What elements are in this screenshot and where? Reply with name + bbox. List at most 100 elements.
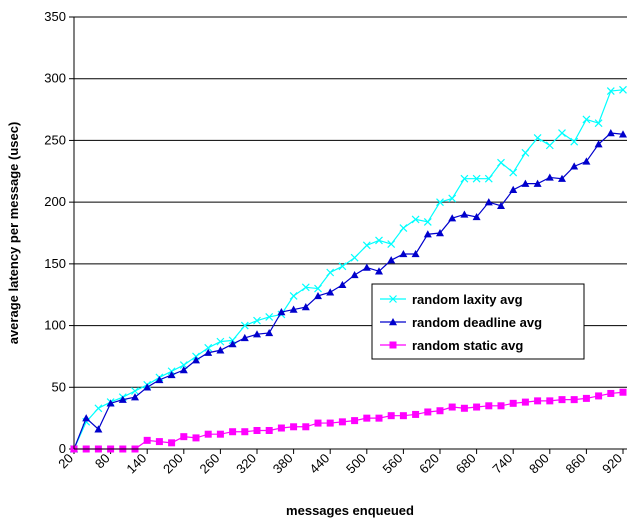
data-point [277, 424, 285, 432]
data-point [350, 270, 359, 279]
y-tick-label-350: 350 [44, 9, 66, 24]
data-point [619, 388, 627, 396]
y-tick-label-50: 50 [52, 379, 66, 394]
data-point [412, 410, 420, 418]
data-point [460, 210, 469, 218]
y-tick-label-100: 100 [44, 318, 66, 333]
data-point [314, 419, 322, 427]
data-point [570, 162, 579, 170]
data-point [326, 288, 335, 296]
data-point [521, 398, 529, 406]
data-point [460, 174, 469, 183]
data-point [216, 430, 224, 438]
data-point [229, 428, 237, 436]
legend-swatch-marker [389, 295, 397, 303]
data-point [240, 333, 249, 342]
data-point [240, 321, 249, 330]
data-point [131, 393, 139, 401]
data-point [180, 433, 188, 441]
data-point [155, 375, 164, 384]
x-tick-label-80: 80 [92, 451, 113, 472]
data-point [411, 249, 420, 258]
data-point [484, 198, 493, 206]
data-point [204, 343, 213, 352]
data-point [558, 129, 566, 137]
data-point [301, 303, 310, 311]
data-point [362, 263, 371, 271]
data-point [167, 370, 176, 379]
data-point [472, 174, 481, 183]
data-point [338, 280, 347, 289]
gridlines [74, 16, 627, 388]
data-point [582, 394, 590, 402]
data-point [509, 399, 517, 407]
data-point [497, 201, 505, 210]
data-point [497, 402, 505, 410]
data-point [179, 366, 188, 374]
x-tick-label-440: 440 [306, 451, 332, 477]
y-tick-label-200: 200 [44, 194, 66, 209]
data-point [411, 215, 420, 224]
x-tick-label-620: 620 [416, 451, 442, 477]
data-point [533, 179, 542, 187]
data-point [436, 229, 444, 237]
x-tick-label-200: 200 [160, 451, 186, 477]
data-point [448, 403, 456, 411]
data-point [509, 185, 518, 193]
data-point [216, 337, 225, 346]
data-point [375, 236, 383, 245]
data-point [472, 212, 481, 221]
data-point [448, 214, 457, 222]
series-random-static-avg [70, 388, 627, 453]
data-point [399, 412, 407, 420]
x-tick-label-500: 500 [343, 451, 369, 477]
series-line [74, 391, 624, 450]
x-tick-label-320: 320 [233, 451, 259, 477]
data-point [460, 404, 468, 412]
data-point [143, 383, 152, 391]
legend-label: random laxity avg [412, 292, 523, 307]
data-point [289, 305, 298, 313]
data-point [82, 414, 91, 422]
series-lines [70, 85, 627, 453]
data-point [497, 158, 505, 167]
series-random-deadline-avg [70, 129, 627, 453]
data-point [375, 414, 383, 422]
data-point [558, 174, 566, 182]
x-tick-label-380: 380 [270, 451, 296, 477]
series-line [73, 89, 624, 450]
y-axis-ticks: 0 50 100 150 200 250 300 350 [44, 9, 74, 456]
x-tick-label-920: 920 [599, 451, 625, 477]
data-point [546, 397, 554, 405]
y-tick-label-300: 300 [44, 71, 66, 86]
data-point [484, 174, 493, 183]
data-point [619, 85, 627, 94]
data-point [570, 137, 579, 146]
data-point [363, 414, 371, 422]
data-point [521, 148, 530, 157]
data-point [606, 129, 615, 137]
data-point [570, 396, 578, 404]
data-point [277, 307, 286, 316]
data-point [94, 425, 103, 433]
data-point [436, 407, 444, 415]
x-tick-label-860: 860 [563, 451, 589, 477]
data-point [606, 87, 615, 95]
x-axis-title: messages enqueued [286, 503, 414, 518]
legend-box [371, 283, 585, 360]
legend-label: random static avg [412, 338, 523, 353]
x-tick-label-800: 800 [526, 451, 552, 477]
x-tick-label-560: 560 [380, 451, 406, 477]
data-point [448, 194, 457, 203]
data-point [594, 119, 603, 128]
x-tick-label-740: 740 [489, 451, 515, 477]
data-point [241, 428, 249, 436]
series-line [73, 132, 624, 450]
y-tick-label-250: 250 [44, 132, 66, 147]
y-axis-title: average latency per message (usec) [6, 122, 21, 345]
data-point [594, 140, 603, 148]
data-point [118, 395, 127, 403]
data-point [399, 224, 408, 232]
legend: random laxity avg random deadline avg rand… [371, 283, 585, 360]
